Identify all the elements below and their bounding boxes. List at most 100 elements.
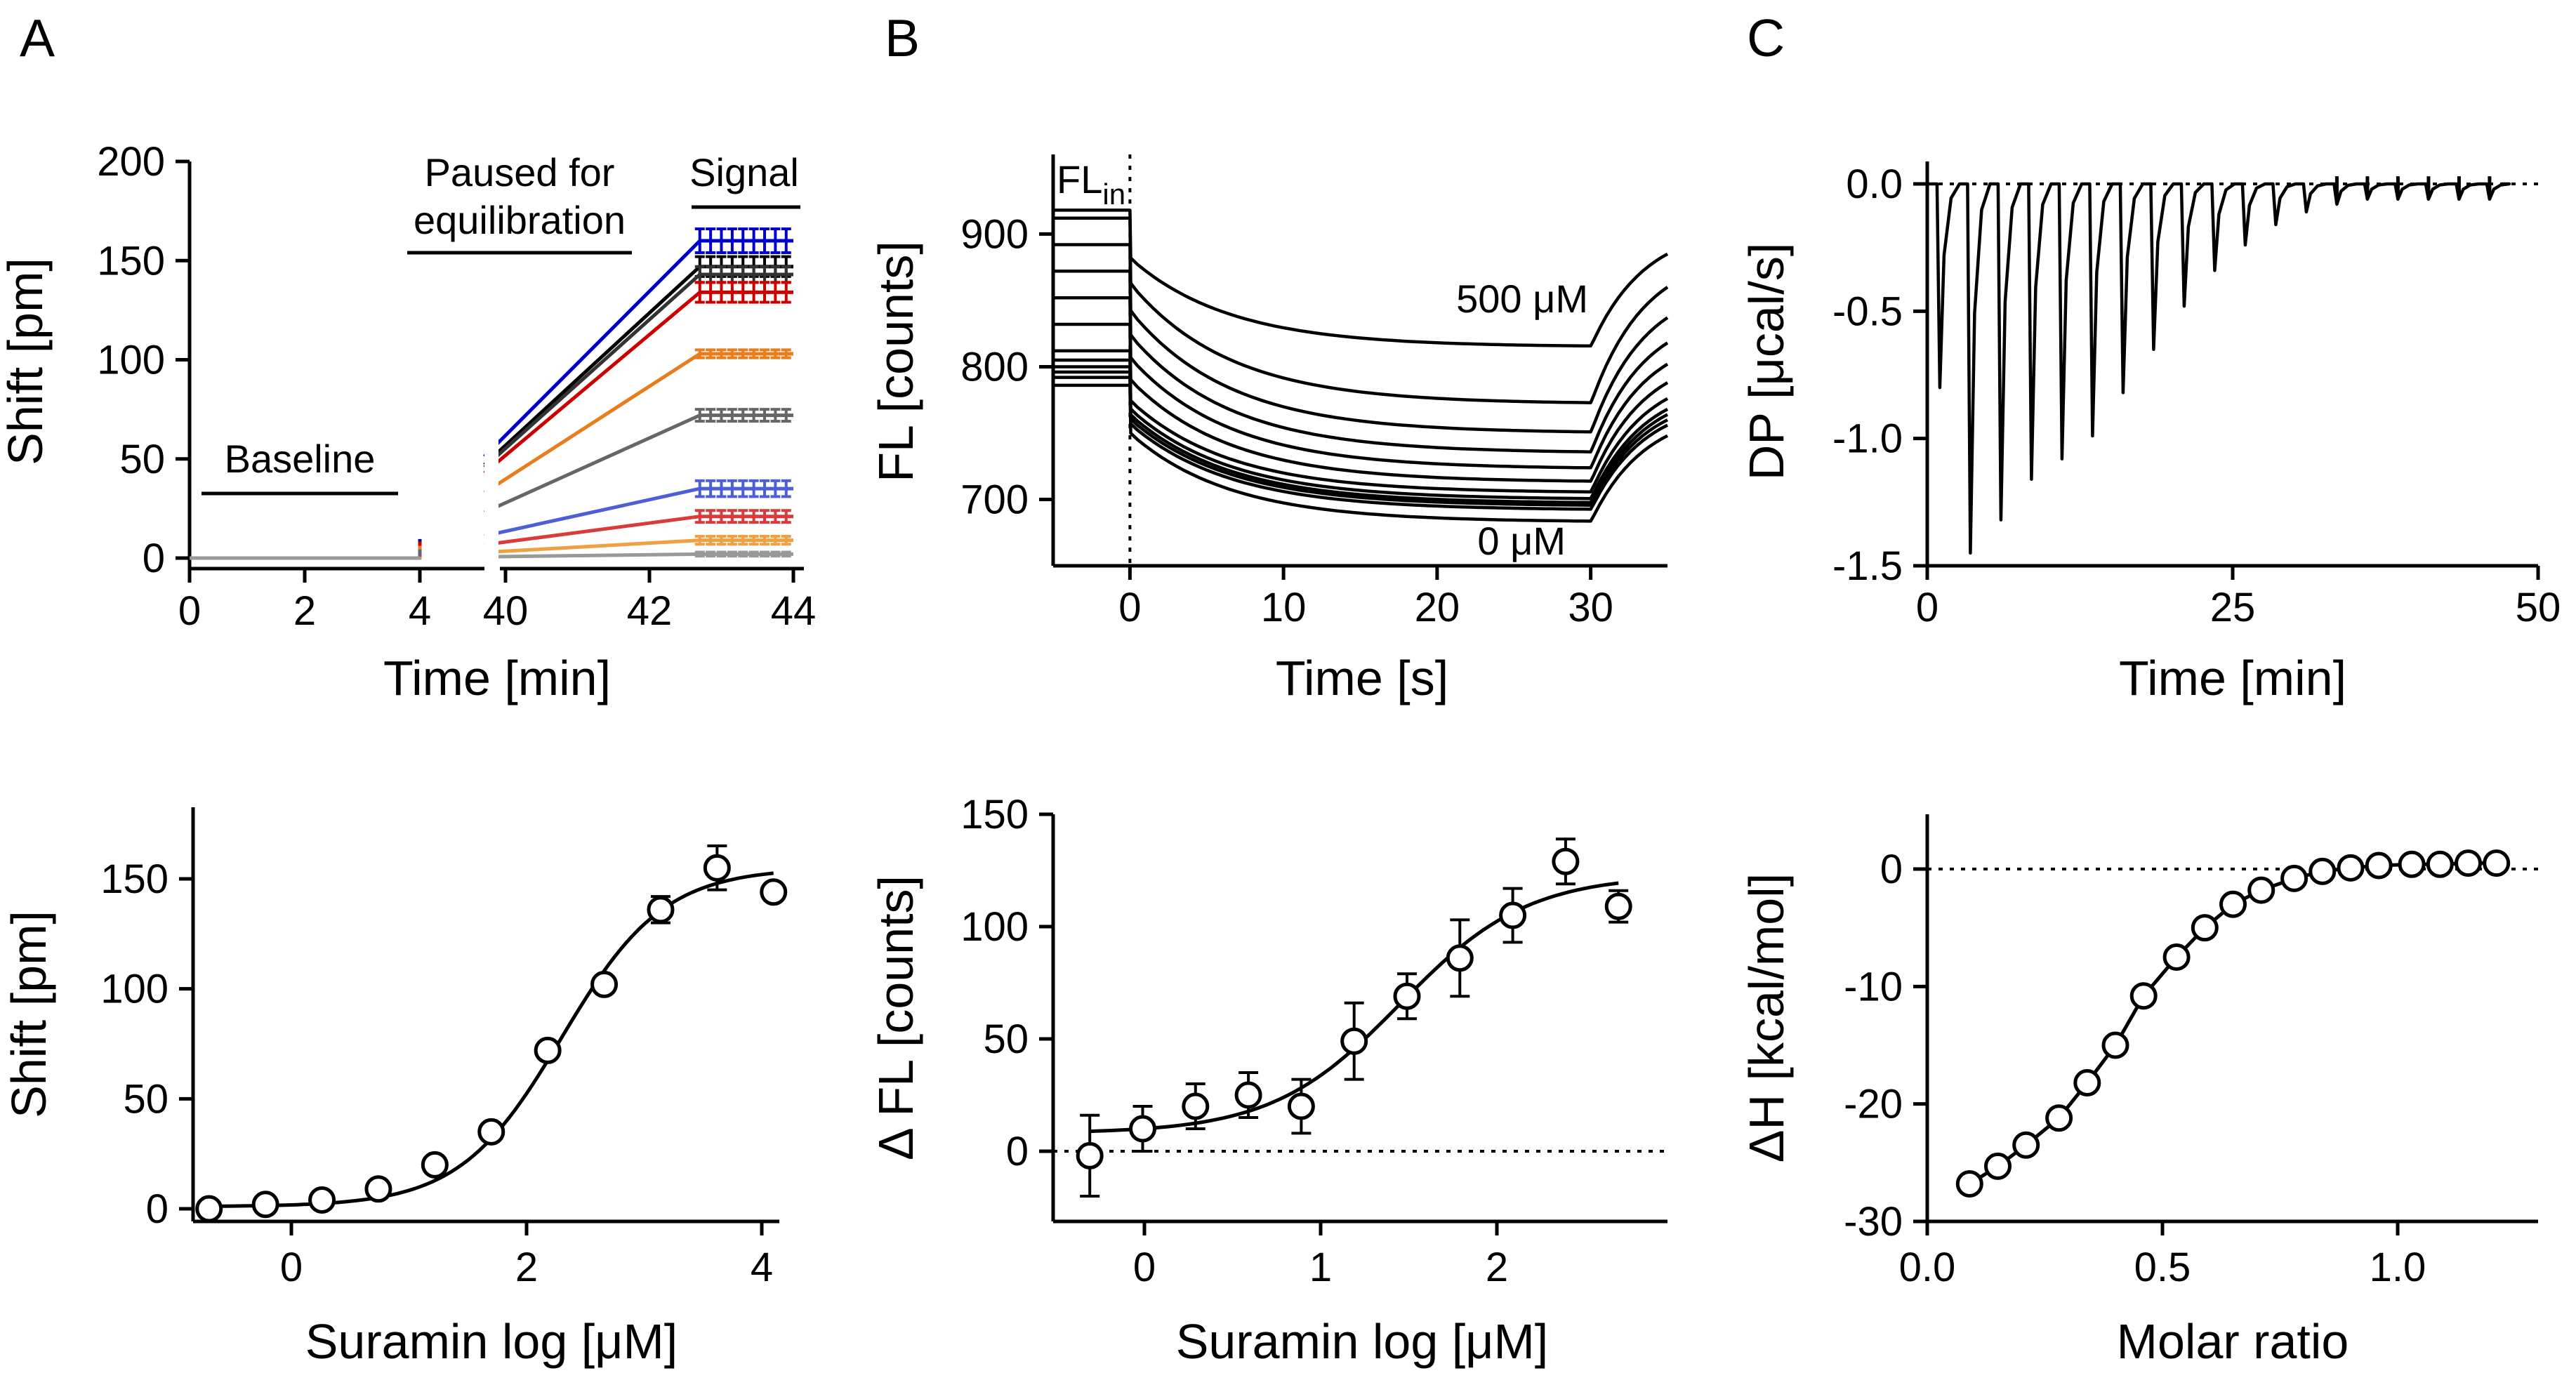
data-point-19 [2483, 849, 2511, 877]
y-tick-label: 150 [97, 238, 165, 284]
label-0um: 0 μM [1477, 519, 1566, 563]
data-point-2 [1984, 1152, 2012, 1180]
fl-in-text: FL [1057, 157, 1102, 201]
x-axis-label: Suramin log [μM] [305, 1314, 678, 1369]
data-point-4 [1234, 1081, 1262, 1109]
data-point-6 [1340, 1027, 1368, 1055]
label-500um: 500 μM [1456, 277, 1588, 321]
trace-11 [1053, 376, 1669, 511]
y-tick-label: 0 [143, 536, 165, 581]
x-tick-label: 20 [1415, 585, 1460, 630]
x-tick-label: 0 [1916, 585, 1938, 630]
x-tick-label: 2 [293, 588, 316, 634]
x-axis-label: Suramin log [μM] [1176, 1314, 1549, 1369]
chart-dp-vs-time: 0.0 -0.5 -1.0 -1.5 0 25 50 Time [min] DP [μcal/s… [1739, 161, 2561, 705]
data-point-4 [364, 1175, 392, 1203]
x-tick-label: 42 [627, 588, 673, 634]
fit-curve [209, 871, 774, 1208]
y-axis-label: Shift [pm] [1, 910, 56, 1118]
data-point-9 [647, 896, 675, 924]
data-point-11 [760, 878, 788, 906]
x-tick-label: 40 [483, 588, 529, 634]
trace-4 [1053, 270, 1669, 453]
y-axis-label: ΔH [kcal/mol] [1739, 873, 1794, 1162]
y-axis-label: Δ FL [counts] [868, 875, 923, 1160]
data-point-2 [251, 1191, 279, 1219]
trace-8 [1053, 358, 1669, 501]
data-point-5 [1287, 1092, 1315, 1120]
data-point-17 [2426, 850, 2454, 878]
paused-annotation-line2: equilibration [414, 198, 626, 242]
x-tick-label: 0 [1133, 1245, 1156, 1290]
data-point-18 [2455, 849, 2482, 877]
data-point-3 [308, 1186, 336, 1214]
axis-break-gap [484, 393, 498, 576]
y-tick-label: 150 [100, 856, 169, 902]
trace-1 [1053, 208, 1669, 348]
data-point-8 [590, 970, 619, 998]
data-point-7 [2129, 982, 2158, 1010]
y-tick-label: 0.0 [1846, 161, 1903, 207]
x-axis-label: Time [min] [2119, 651, 2346, 705]
series-s1-baseline [190, 538, 422, 560]
data-point-6 [477, 1118, 506, 1146]
signal-annotation: Signal [689, 150, 799, 194]
y-tick-label: 100 [960, 904, 1029, 950]
x-tick-label: 0 [178, 588, 201, 634]
data-point-1 [195, 1195, 223, 1223]
baseline-annotation: Baseline [225, 437, 376, 481]
chart-shift-vs-time: 0 50 100 150 200 0 2 4 40 42 44 Time [min] Shift [pm… [0, 139, 816, 705]
panel-label-b: B [885, 8, 920, 67]
y-tick-label: 150 [960, 792, 1029, 837]
data-point-3 [2012, 1131, 2040, 1159]
x-tick-label: 2 [1486, 1245, 1508, 1290]
trace-3 [1053, 243, 1669, 434]
x-tick-label: 1 [1309, 1245, 1332, 1290]
panel-label-c: C [1747, 8, 1785, 67]
series-s2-baseline [190, 541, 422, 560]
data-point-9 [2191, 914, 2219, 942]
data-point-2 [1128, 1115, 1156, 1143]
y-tick-label: 0 [146, 1186, 169, 1232]
y-tick-label: 50 [119, 437, 165, 482]
data-point-11 [1604, 892, 1632, 920]
series-s5-baseline [190, 545, 422, 560]
trace-2 [1053, 216, 1669, 404]
data-point-1 [1076, 1141, 1104, 1169]
fl-in-subscript: in [1102, 178, 1125, 211]
panel-label-a: A [20, 8, 55, 67]
data-point-12 [2280, 864, 2309, 892]
data-point-7 [1393, 982, 1421, 1010]
series-s4-baseline [190, 542, 422, 560]
chart-shift-vs-suramin: 0 50 100 150 0 2 4 Suramin log [μM] Shift [pm] [1, 807, 788, 1369]
trace-7 [1053, 349, 1669, 493]
trace-10 [1053, 370, 1669, 507]
data-point-5 [2073, 1069, 2101, 1097]
data-point-5 [421, 1151, 449, 1179]
x-tick-label: 4 [751, 1245, 773, 1290]
dp-trace [1927, 182, 2511, 555]
data-point-13 [2309, 857, 2337, 885]
x-tick-label: 30 [1568, 585, 1613, 630]
y-tick-label: 800 [960, 344, 1029, 390]
series-s3-baseline [190, 541, 422, 560]
y-tick-label: -30 [1844, 1199, 1903, 1245]
data-point-14 [2337, 854, 2365, 882]
data-point-11 [2247, 876, 2276, 904]
y-tick-label: 100 [97, 338, 165, 383]
y-axis-label: Shift [pm] [0, 258, 53, 465]
chart-fl-vs-time: 700 800 900 0 10 20 30 Time [s] FL [counts] FLin 5… [868, 154, 1669, 705]
trace-6 [1053, 322, 1669, 483]
y-tick-label: 50 [123, 1076, 169, 1122]
x-tick-label: 4 [409, 588, 431, 634]
chart-deltafl-vs-suramin: 0 50 100 150 0 1 2 Suramin log [μM] Δ FL [counts… [868, 792, 1667, 1369]
data-point-1 [1955, 1169, 1983, 1198]
y-tick-label: 900 [960, 211, 1029, 257]
data-point-15 [2365, 851, 2393, 880]
data-point-7 [534, 1036, 562, 1064]
x-tick-label: 44 [771, 588, 817, 634]
x-tick-label: 1.0 [2370, 1245, 2426, 1290]
x-tick-label: 0 [280, 1245, 303, 1290]
data-point-3 [1182, 1092, 1210, 1120]
